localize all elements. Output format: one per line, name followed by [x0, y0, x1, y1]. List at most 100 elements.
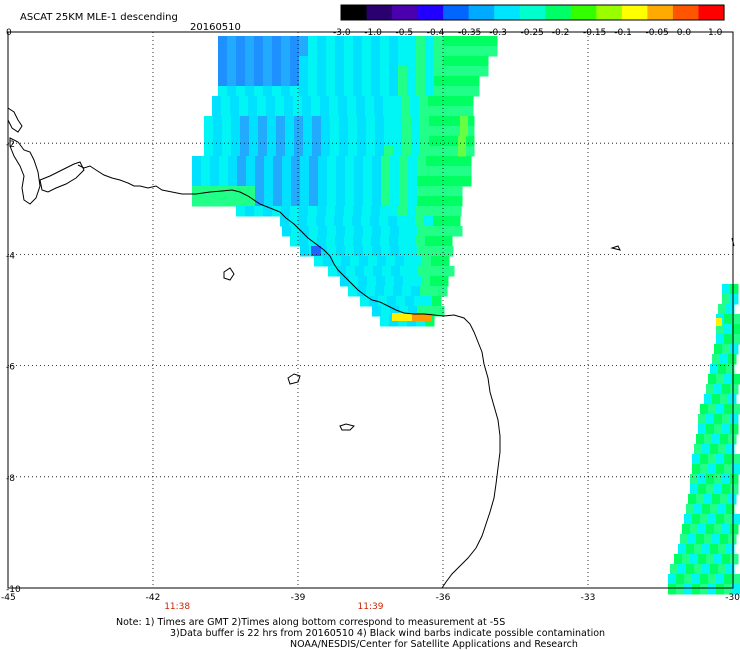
- swath-cell: [435, 156, 445, 167]
- swath-cell: [694, 504, 703, 515]
- swath-cell: [714, 344, 723, 355]
- swath-cell: [726, 364, 735, 375]
- swath-cell: [309, 226, 319, 237]
- swath-cell: [732, 324, 740, 335]
- swath-cell: [384, 286, 394, 297]
- swath-cell: [355, 266, 365, 277]
- swath-cell: [221, 96, 231, 107]
- swath-cell: [311, 106, 321, 117]
- swath-cell: [210, 176, 220, 187]
- swath-cell: [307, 216, 317, 227]
- swath-cell: [702, 444, 711, 455]
- swath-cell: [276, 136, 286, 147]
- swath-cell: [249, 136, 259, 147]
- swath-cell: [712, 434, 721, 445]
- swath-cell: [696, 434, 705, 445]
- swath-cell: [458, 146, 466, 157]
- swath-cell: [726, 564, 735, 575]
- swath-cell: [399, 186, 409, 197]
- swath-cell: [249, 126, 259, 137]
- swath-cell: [698, 524, 707, 535]
- swath-cell: [438, 146, 448, 157]
- swath-cell: [327, 166, 337, 177]
- swath-cell: [678, 564, 687, 575]
- swath-cell: [704, 534, 713, 545]
- swath-cell: [470, 56, 480, 67]
- swath-cell: [273, 166, 283, 177]
- swath-cell: [299, 66, 309, 77]
- swath-cell: [348, 116, 358, 127]
- swath-cell: [254, 206, 264, 217]
- swath-cell: [254, 56, 264, 67]
- swath-cell: [412, 276, 422, 287]
- swath-cell: [688, 494, 697, 505]
- swath-cell: [347, 106, 357, 117]
- swath-cell: [398, 56, 408, 67]
- swath-cell: [389, 316, 399, 327]
- swath-cell: [327, 156, 337, 167]
- colorbar-frame: [340, 4, 725, 21]
- swath-cell: [359, 256, 369, 267]
- swath-cell: [272, 76, 282, 87]
- swath-cell: [728, 354, 737, 365]
- swath-cell: [227, 86, 237, 97]
- swath-cell: [240, 126, 250, 137]
- swath-cell: [402, 136, 412, 147]
- swath-cell: [325, 216, 335, 227]
- swath-cell: [462, 156, 472, 167]
- swath-cell: [718, 504, 727, 515]
- swath-cell: [299, 36, 309, 47]
- swath-cell: [728, 434, 737, 445]
- swath-cell: [461, 36, 471, 47]
- swath-cell: [464, 96, 474, 107]
- swath-cell: [284, 106, 294, 117]
- swath-cell: [443, 46, 453, 57]
- swath-cell: [716, 318, 722, 326]
- swath-cell: [245, 36, 255, 47]
- swath-cell: [298, 216, 308, 227]
- swath-cell: [728, 394, 737, 405]
- swath-cell: [401, 96, 411, 107]
- swath-cell: [668, 574, 677, 585]
- swath-cell: [201, 176, 211, 187]
- swath-cell: [443, 56, 453, 67]
- swath-cell: [704, 394, 713, 405]
- swath-cell: [370, 216, 380, 227]
- swath-cell: [470, 86, 480, 97]
- swath-cell: [321, 136, 331, 147]
- swath-cell: [382, 266, 392, 277]
- swath-cell: [339, 116, 349, 127]
- swath-cell: [309, 176, 319, 187]
- swath-cell: [218, 66, 228, 77]
- colorbar-tick-label: -0.15: [583, 28, 607, 38]
- swath-cell: [231, 136, 241, 147]
- swath-cell: [716, 374, 725, 385]
- swath-cell: [399, 306, 409, 317]
- swath-cell: [393, 146, 403, 157]
- swath-cell: [425, 206, 435, 217]
- swath-cell: [222, 136, 232, 147]
- swath-cell: [245, 86, 255, 97]
- swath-cell: [692, 454, 701, 465]
- swath-cell: [704, 434, 713, 445]
- swath-cell: [308, 46, 318, 57]
- swath-cell: [263, 46, 273, 57]
- swath-cell: [344, 46, 354, 57]
- swath-cell: [318, 156, 328, 167]
- swath-cell: [414, 296, 424, 307]
- swath-cell: [227, 66, 237, 77]
- swath-cell: [694, 444, 703, 455]
- swath-cell: [328, 266, 338, 277]
- island-outline: [7, 107, 23, 133]
- swath-cell: [210, 166, 220, 177]
- swath-cell: [461, 56, 471, 67]
- swath-cell: [488, 46, 498, 57]
- swath-cell: [350, 256, 360, 267]
- swath-cell: [380, 66, 390, 77]
- swath-cell: [236, 206, 246, 217]
- swath-cell: [218, 76, 228, 87]
- swath-cell: [236, 56, 246, 67]
- swath-cell: [272, 36, 282, 47]
- swath-cell: [452, 56, 462, 67]
- swath-cell: [291, 226, 301, 237]
